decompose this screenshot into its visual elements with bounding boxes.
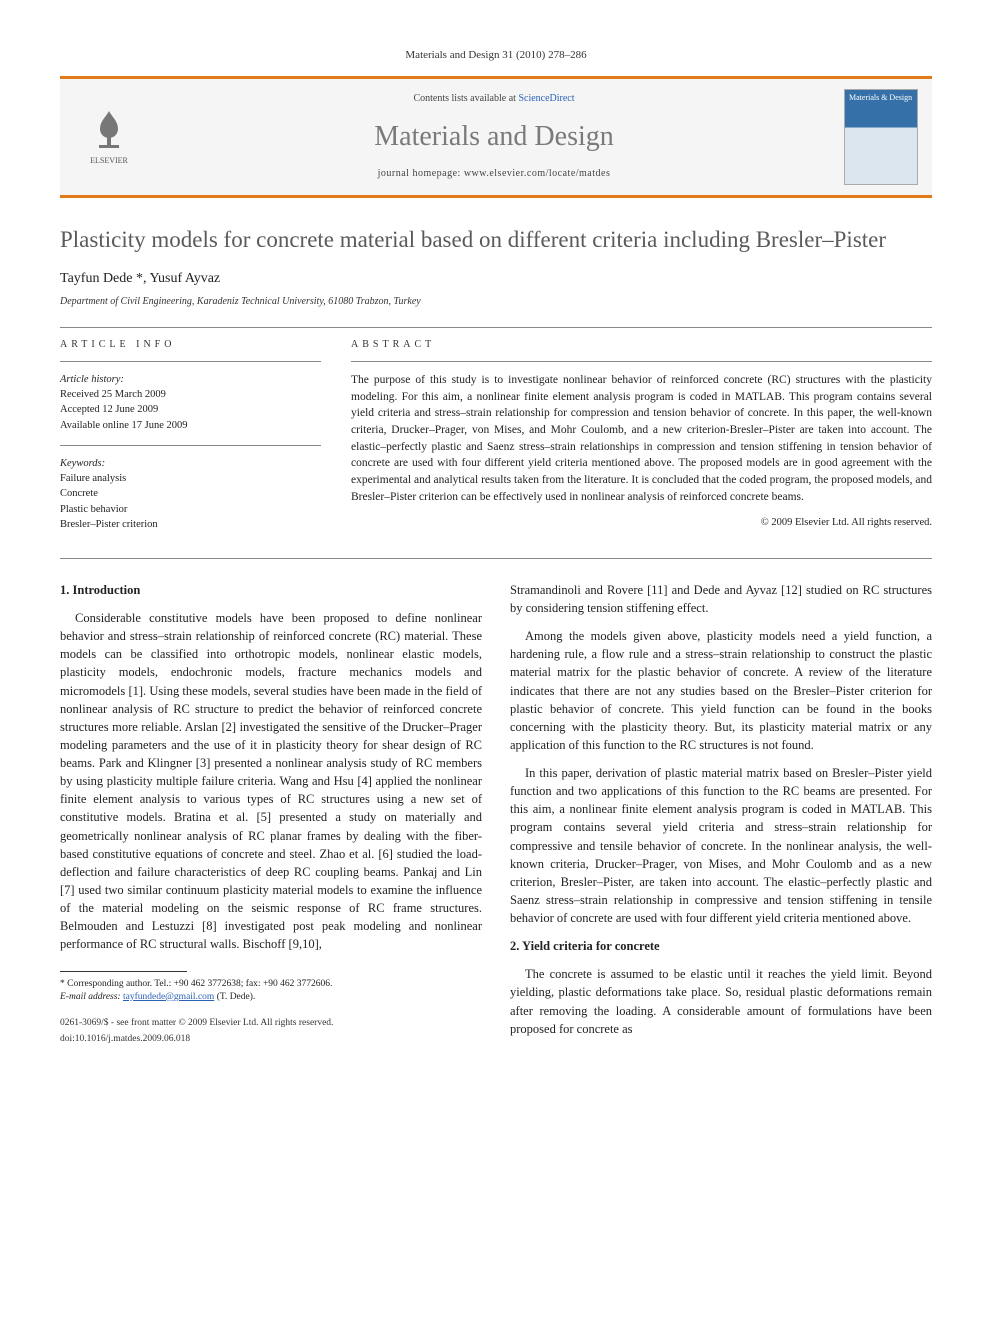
journal-homepage: journal homepage: www.elsevier.com/locat…: [158, 167, 830, 182]
body-columns: 1. Introduction Considerable constitutiv…: [60, 581, 932, 1048]
article-info-label: ARTICLE INFO: [60, 338, 321, 353]
footer-doi: doi:10.1016/j.matdes.2009.06.018: [60, 1033, 482, 1047]
paragraph: The concrete is assumed to be elastic un…: [510, 965, 932, 1038]
received-date: Received 25 March 2009: [60, 387, 321, 402]
authors: Tayfun Dede *, Yusuf Ayvaz: [60, 269, 932, 289]
keyword: Failure analysis: [60, 471, 321, 486]
paragraph: Among the models given above, plasticity…: [510, 627, 932, 754]
elsevier-logo: ELSEVIER: [74, 97, 144, 177]
abstract: ABSTRACT The purpose of this study is to…: [351, 338, 932, 543]
journal-cover-thumbnail: Materials & Design: [844, 89, 918, 185]
footnote-email-label: E-mail address:: [60, 992, 121, 1002]
section-heading: 2. Yield criteria for concrete: [510, 937, 932, 955]
keyword: Concrete: [60, 486, 321, 501]
keywords: Keywords: Failure analysis Concrete Plas…: [60, 456, 321, 532]
history-header: Article history:: [60, 372, 321, 387]
journal-name: Materials and Design: [158, 117, 830, 158]
divider: [60, 558, 932, 559]
article-title: Plasticity models for concrete material …: [60, 226, 932, 255]
journal-banner: ELSEVIER Contents lists available at Sci…: [60, 76, 932, 198]
footnote-rule: [60, 971, 187, 972]
article-history: Article history: Received 25 March 2009 …: [60, 372, 321, 433]
article-info: ARTICLE INFO Article history: Received 2…: [60, 338, 321, 543]
corresponding-footnote: * Corresponding author. Tel.: +90 462 37…: [60, 978, 482, 1003]
contents-line: Contents lists available at ScienceDirec…: [158, 92, 830, 107]
paragraph: Stramandinoli and Rovere [11] and Dede a…: [510, 581, 932, 617]
abstract-label: ABSTRACT: [351, 338, 932, 353]
email-link[interactable]: tayfundede@gmail.com: [123, 992, 214, 1002]
paragraph: Considerable constitutive models have be…: [60, 609, 482, 953]
footnote-corr: * Corresponding author. Tel.: +90 462 37…: [60, 978, 482, 990]
sciencedirect-link[interactable]: ScienceDirect: [518, 93, 574, 104]
tree-icon: [85, 107, 133, 155]
contents-prefix: Contents lists available at: [413, 93, 518, 104]
publisher-name: ELSEVIER: [90, 155, 128, 167]
keyword: Plastic behavior: [60, 502, 321, 517]
online-date: Available online 17 June 2009: [60, 418, 321, 433]
homepage-url: www.elsevier.com/locate/matdes: [464, 168, 611, 179]
cover-title: Materials & Design: [849, 94, 913, 103]
running-header: Materials and Design 31 (2010) 278–286: [60, 48, 932, 64]
keyword: Bresler–Pister criterion: [60, 517, 321, 532]
paragraph: In this paper, derivation of plastic mat…: [510, 764, 932, 927]
affiliation: Department of Civil Engineering, Karaden…: [60, 295, 932, 310]
footnote-email-who: (T. Dede).: [217, 992, 256, 1002]
section-heading: 1. Introduction: [60, 581, 482, 599]
keywords-header: Keywords:: [60, 456, 321, 471]
divider: [60, 327, 932, 328]
accepted-date: Accepted 12 June 2009: [60, 402, 321, 417]
homepage-prefix: journal homepage:: [378, 168, 464, 179]
abstract-copyright: © 2009 Elsevier Ltd. All rights reserved…: [351, 515, 932, 530]
footer-issn: 0261-3069/$ - see front matter © 2009 El…: [60, 1017, 482, 1031]
abstract-text: The purpose of this study is to investig…: [351, 372, 932, 505]
